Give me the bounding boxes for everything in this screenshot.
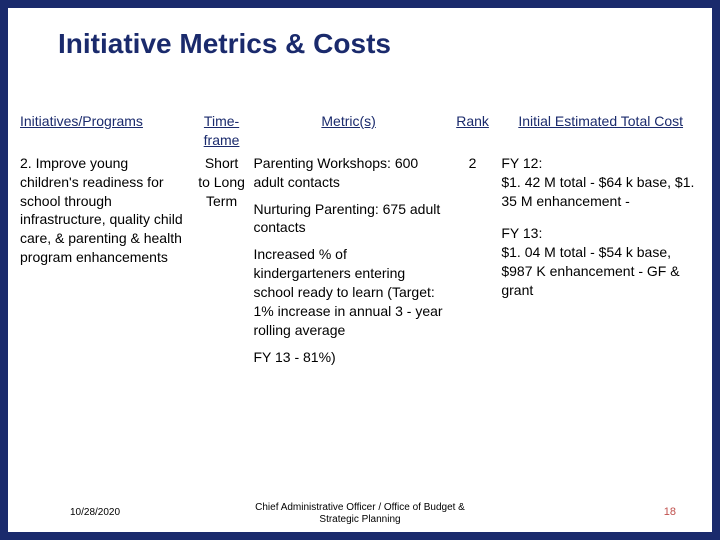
metric-3: Increased % of kindergarteners entering … <box>253 245 443 339</box>
th-initiatives: Initiatives/Programs <box>16 110 194 152</box>
cost-fy12: FY 12: $1. 42 M total - $64 k base, $1. … <box>501 154 700 211</box>
th-timeframe: Time-frame <box>194 110 250 152</box>
footer-center: Chief Administrative Officer / Office of… <box>0 502 720 526</box>
cell-cost: FY 12: $1. 42 M total - $64 k base, $1. … <box>497 152 704 377</box>
cost-fy13: FY 13: $1. 04 M total - $54 k base, $987… <box>501 224 700 300</box>
metrics-table: Initiatives/Programs Time-frame Metric(s… <box>16 110 704 377</box>
metric-1: Parenting Workshops: 600 adult contacts <box>253 154 443 192</box>
cell-timeframe: Short to Long Term <box>194 152 250 377</box>
th-rank: Rank <box>448 110 498 152</box>
cell-initiative: 2. Improve young children's readiness fo… <box>16 152 194 377</box>
cell-rank: 2 <box>448 152 498 377</box>
table-row: 2. Improve young children's readiness fo… <box>16 152 704 377</box>
cell-metrics: Parenting Workshops: 600 adult contacts … <box>249 152 447 377</box>
footer-page-number: 18 <box>664 506 676 518</box>
cost-fy12-lines: $1. 42 M total - $64 k base, $1. 35 M en… <box>501 174 694 209</box>
table-header-row: Initiatives/Programs Time-frame Metric(s… <box>16 110 704 152</box>
th-cost: Initial Estimated Total Cost <box>497 110 704 152</box>
metric-4: FY 13 - 81%) <box>253 348 443 367</box>
cost-fy13-lines: $1. 04 M total - $54 k base, $987 K enha… <box>501 244 679 298</box>
slide-title: Initiative Metrics & Costs <box>58 28 391 60</box>
th-metrics: Metric(s) <box>249 110 447 152</box>
cost-fy12-label: FY 12: <box>501 155 542 171</box>
metric-2: Nurturing Parenting: 675 adult contacts <box>253 200 443 238</box>
cost-fy13-label: FY 13: <box>501 225 542 241</box>
